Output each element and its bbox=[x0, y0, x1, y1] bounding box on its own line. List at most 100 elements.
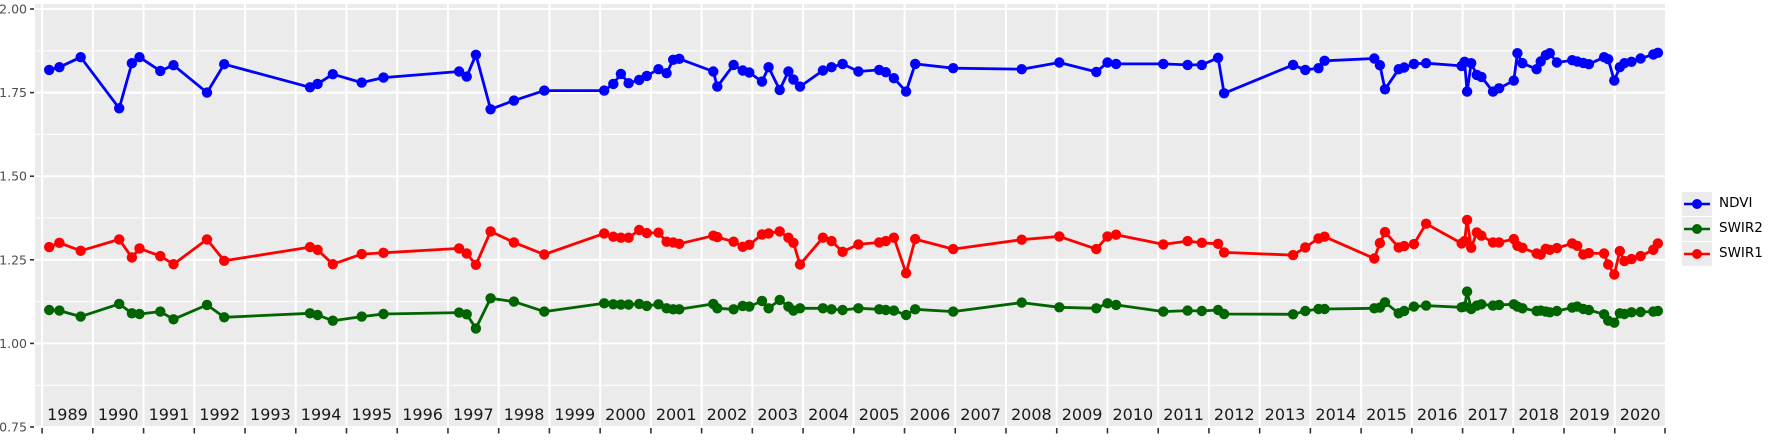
x-tick-label: 2003 bbox=[757, 405, 798, 424]
data-point bbox=[1196, 237, 1208, 248]
data-point bbox=[1420, 218, 1432, 229]
data-point bbox=[1652, 47, 1664, 58]
data-point bbox=[1218, 308, 1230, 320]
y-tick-label: 2.00 bbox=[0, 2, 27, 17]
data-point bbox=[653, 227, 664, 238]
data-point bbox=[608, 299, 619, 310]
data-point bbox=[763, 303, 774, 314]
data-point bbox=[948, 306, 959, 317]
data-point bbox=[312, 309, 323, 321]
data-point bbox=[1420, 58, 1432, 69]
data-point bbox=[1091, 243, 1102, 255]
data-point bbox=[1517, 303, 1528, 314]
data-point bbox=[1091, 303, 1102, 314]
data-point bbox=[75, 245, 86, 256]
data-point bbox=[508, 95, 520, 106]
x-tick-label: 1992 bbox=[199, 405, 240, 424]
data-point bbox=[1635, 53, 1646, 64]
data-point bbox=[774, 226, 785, 237]
x-tick-label: 2013 bbox=[1265, 405, 1306, 424]
x-tick-label: 2016 bbox=[1417, 405, 1458, 424]
data-point bbox=[1420, 300, 1432, 311]
data-point bbox=[539, 249, 550, 260]
data-point bbox=[674, 304, 685, 315]
data-point bbox=[1598, 248, 1610, 259]
data-point bbox=[1609, 75, 1620, 86]
data-point bbox=[900, 309, 912, 321]
y-tick-label: 1.75 bbox=[0, 85, 27, 100]
x-tick-label: 2007 bbox=[960, 405, 1001, 424]
data-point bbox=[900, 86, 912, 97]
data-point bbox=[1102, 57, 1113, 68]
data-point bbox=[155, 65, 166, 77]
data-point bbox=[888, 232, 900, 243]
data-point bbox=[712, 231, 723, 243]
data-point bbox=[1196, 305, 1208, 317]
data-point bbox=[641, 300, 652, 312]
data-point bbox=[168, 59, 179, 71]
data-point bbox=[44, 64, 55, 76]
x-tick-label: 1997 bbox=[453, 405, 494, 424]
legend-key-ndvi-icon bbox=[1682, 191, 1712, 216]
data-point bbox=[54, 237, 65, 248]
data-point bbox=[461, 248, 472, 259]
data-point bbox=[817, 303, 829, 314]
data-point bbox=[1551, 242, 1563, 254]
series-points-swir1 bbox=[44, 214, 1664, 280]
data-point bbox=[508, 237, 520, 248]
data-point bbox=[1379, 84, 1391, 95]
data-point bbox=[900, 268, 912, 279]
data-point bbox=[1212, 52, 1224, 63]
data-point bbox=[817, 65, 829, 76]
data-point bbox=[114, 103, 125, 114]
data-point bbox=[327, 259, 338, 270]
data-point bbox=[853, 66, 864, 77]
data-point bbox=[201, 299, 213, 311]
data-point bbox=[126, 58, 138, 69]
data-point bbox=[1551, 57, 1563, 68]
data-point bbox=[674, 238, 685, 249]
x-tick-label: 1996 bbox=[402, 405, 443, 424]
data-point bbox=[219, 58, 230, 70]
y-tick-label: 1.00 bbox=[0, 336, 27, 351]
data-point bbox=[1461, 214, 1473, 226]
data-point bbox=[470, 323, 482, 334]
data-point bbox=[1212, 238, 1224, 249]
data-point bbox=[1091, 66, 1102, 78]
legend-label-ndvi: NDVI bbox=[1719, 195, 1753, 211]
data-point bbox=[1531, 63, 1542, 75]
data-point bbox=[1374, 59, 1386, 71]
data-point bbox=[54, 61, 65, 73]
data-point bbox=[1158, 58, 1169, 70]
data-point bbox=[1583, 247, 1595, 259]
data-point bbox=[712, 303, 723, 314]
data-point bbox=[134, 308, 145, 320]
data-point bbox=[1287, 309, 1299, 320]
data-point bbox=[1476, 71, 1487, 83]
data-point bbox=[1399, 62, 1410, 73]
data-point bbox=[1319, 231, 1330, 242]
data-point bbox=[837, 246, 848, 257]
legend-key-swir1-icon bbox=[1682, 241, 1712, 266]
data-point bbox=[155, 306, 166, 317]
data-point bbox=[1551, 305, 1563, 317]
x-tick-label: 1999 bbox=[554, 405, 595, 424]
data-point bbox=[888, 305, 900, 316]
data-point bbox=[1466, 242, 1477, 253]
data-point bbox=[168, 259, 179, 270]
x-tick-label: 2000 bbox=[605, 405, 646, 424]
data-point bbox=[788, 237, 799, 248]
x-tick-label: 2012 bbox=[1214, 405, 1255, 424]
x-tick-label: 2019 bbox=[1569, 405, 1610, 424]
data-point bbox=[1110, 58, 1122, 70]
data-point bbox=[728, 59, 739, 71]
data-point bbox=[155, 250, 166, 262]
data-point bbox=[461, 71, 472, 82]
x-tick-label: 2017 bbox=[1468, 405, 1509, 424]
data-point bbox=[728, 304, 739, 315]
data-point bbox=[615, 68, 627, 80]
data-point bbox=[1313, 62, 1324, 74]
data-point bbox=[453, 243, 465, 254]
data-point bbox=[880, 235, 891, 247]
